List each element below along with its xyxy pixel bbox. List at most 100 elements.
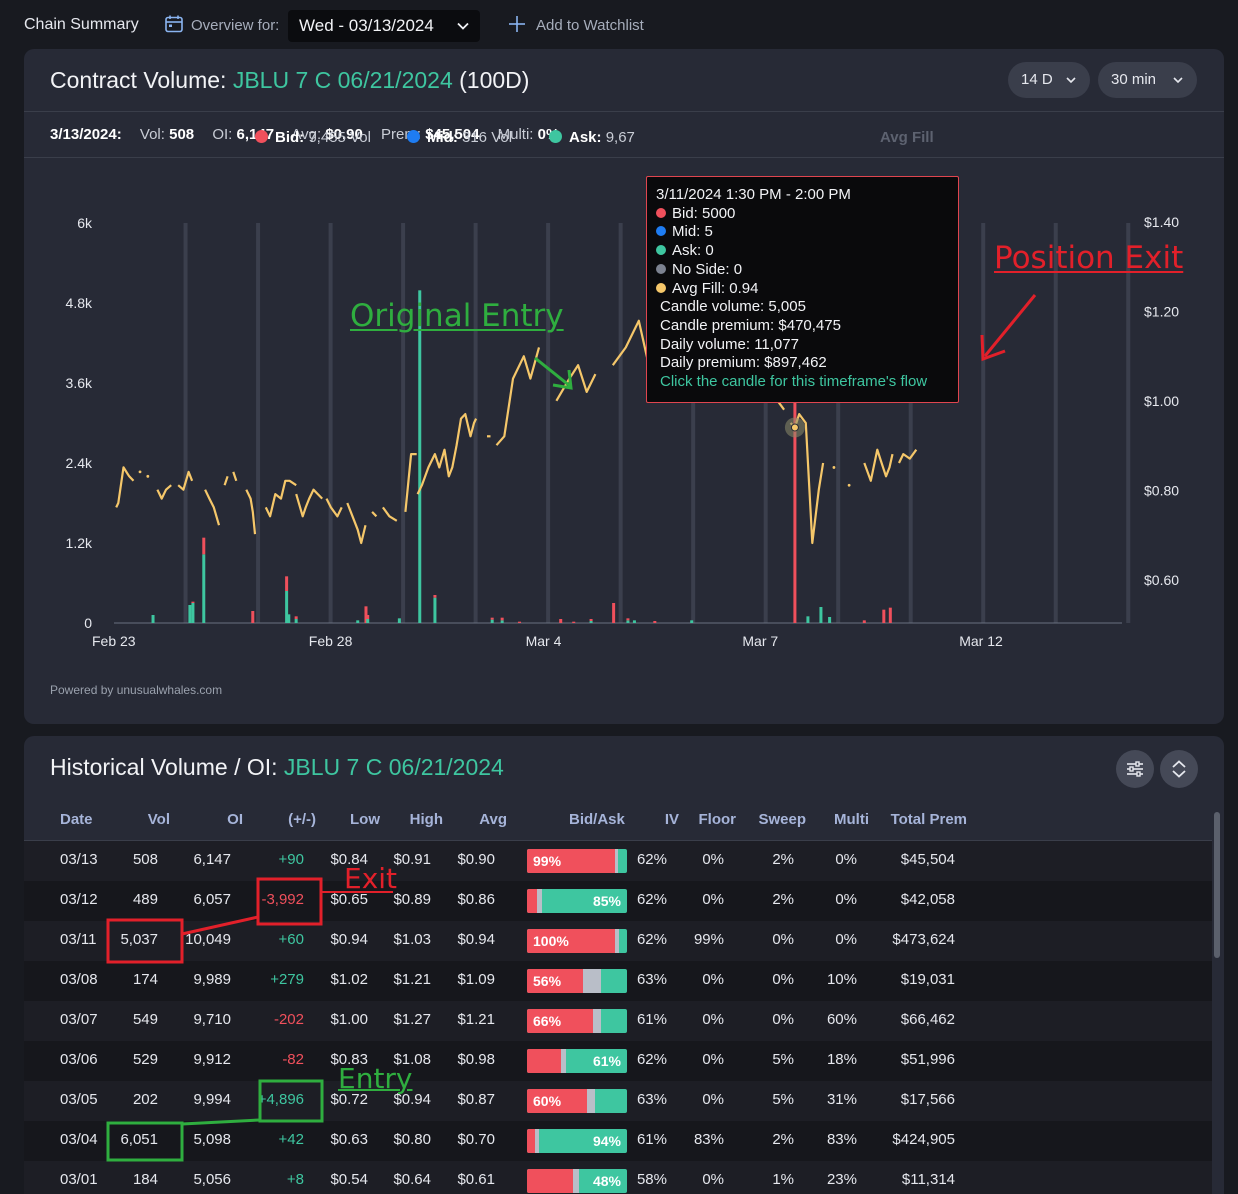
mid-dot-icon [656, 226, 666, 237]
col-change[interactable]: (+/-) [288, 811, 316, 828]
col-vol[interactable]: Vol [147, 811, 170, 828]
bid-ask-bar: 94% [527, 1129, 627, 1153]
range-select[interactable]: 14 D [1008, 62, 1090, 98]
avg-fill-point [832, 466, 836, 469]
add-to-watchlist-button[interactable]: Add to Watchlist [536, 17, 644, 34]
date-select[interactable]: Wed - 03/13/2024 [288, 10, 480, 42]
volume-chart[interactable]: 0 1.2k 2.4k 3.6k 4.8k 6k $0.60 $0.80 $1.00 $1.20 $… [24, 169, 1224, 689]
col-high[interactable]: High [409, 811, 443, 828]
cell-floor: 0% [702, 971, 724, 988]
bid-volume-bar [626, 618, 630, 621]
table-row[interactable]: 03/12 489 6,057 -3,992 $0.65 $0.89 $0.86 62% 0% 2… [24, 881, 1212, 921]
col-oi[interactable]: OI [227, 811, 243, 828]
cell-prem: $19,031 [900, 971, 955, 988]
col-iv[interactable]: IV [664, 811, 679, 828]
cell-sweep: 5% [772, 1051, 794, 1068]
scrollbar-thumb[interactable] [1214, 812, 1220, 958]
tooltip-flow-link[interactable]: Click the candle for this timeframe's fl… [660, 373, 928, 391]
avg-fill-line [177, 470, 194, 491]
session-band [981, 223, 986, 623]
session-band [546, 223, 551, 623]
col-total-prem[interactable]: Total Prem [890, 811, 967, 828]
y-left-tick-label: 0 [84, 615, 92, 631]
contract-link[interactable]: JBLU 7 C 06/21/2024 [232, 67, 453, 93]
expand-collapse-button[interactable] [1160, 750, 1198, 788]
ask-dot-icon [549, 130, 562, 143]
filter-settings-button[interactable] [1116, 750, 1154, 788]
historical-title-label: Historical Volume / OI: [50, 754, 278, 780]
bid-fill [527, 1089, 587, 1113]
bid-fill [527, 929, 615, 953]
col-floor[interactable]: Floor [698, 811, 737, 828]
col-low[interactable]: Low [350, 811, 380, 828]
bid-volume-bar [285, 576, 289, 591]
legend-avg-fill-label: Avg Fill [880, 129, 934, 146]
cell-sweep: 1% [772, 1171, 794, 1188]
col-sweep[interactable]: Sweep [758, 811, 806, 828]
table-row[interactable]: 03/04 6,051 5,098 +42 $0.63 $0.80 $0.70 61% 83% 2… [24, 1121, 1212, 1161]
cell-date: 03/13 [60, 851, 98, 868]
cell-chg: -202 [273, 1011, 304, 1028]
session-band [1126, 223, 1131, 623]
cell-oi: 10,049 [185, 931, 231, 948]
x-tick-label: Feb 23 [92, 633, 136, 649]
cell-date: 03/11 [60, 931, 97, 948]
table-row[interactable]: 03/01 184 5,056 +8 $0.54 $0.64 $0.61 58% 0% 1% 23%… [24, 1161, 1212, 1194]
historical-contract-link[interactable]: JBLU 7 C 06/21/2024 [283, 754, 504, 780]
table-row[interactable]: 03/13 508 6,147 +90 $0.84 $0.91 $0.90 62% 0% 2% 0%… [24, 841, 1212, 881]
no-side-dot-icon [656, 263, 666, 274]
legend-ask[interactable]: Ask: 9,67 [549, 129, 635, 146]
mid-fill [583, 969, 601, 993]
table-row[interactable]: 03/07 549 9,710 -202 $1.00 $1.27 $1.21 61% 0% 0% 6… [24, 1001, 1212, 1041]
mid-fill [593, 1009, 601, 1033]
bid-volume-bar [518, 621, 522, 623]
legend-bid[interactable]: Bid: 7,455 Vol [255, 129, 371, 146]
col-multi[interactable]: Multi [834, 811, 869, 828]
ask-volume-bar [490, 619, 494, 623]
cell-floor: 0% [702, 1011, 724, 1028]
plus-icon[interactable] [508, 15, 526, 33]
col-bid-ask[interactable]: Bid/Ask [569, 811, 625, 828]
col-date[interactable]: Date [60, 811, 93, 828]
table-row[interactable]: 03/08 174 9,989 +279 $1.02 $1.21 $1.09 63% 0% 0% 1… [24, 961, 1212, 1001]
session-band [618, 223, 623, 623]
tooltip-candle-volume: Candle volume: 5,005 [660, 298, 806, 316]
ask-volume-bar [366, 619, 370, 623]
col-avg[interactable]: Avg [479, 811, 507, 828]
calendar-icon[interactable] [164, 14, 184, 34]
ask-volume-bar [202, 554, 206, 623]
bid-volume-bar [202, 537, 206, 555]
bid-volume-bar [191, 601, 195, 603]
interval-select[interactable]: 30 min [1098, 62, 1197, 98]
chevron-down-icon [1173, 77, 1183, 84]
bid-ask-label: 85% [592, 893, 621, 909]
annotation-entry: Entry [338, 1062, 413, 1095]
cell-iv: 62% [636, 931, 667, 948]
session-band [328, 223, 333, 623]
avg-fill-line [416, 413, 478, 495]
table-row[interactable]: 03/05 202 9,994 +4,896 $0.72 $0.94 $0.87 63% 0% 5… [24, 1081, 1212, 1121]
cell-avg: $0.70 [457, 1131, 495, 1148]
cell-prem: $51,996 [900, 1051, 955, 1068]
highlight-point [790, 423, 799, 432]
legend-avg-fill[interactable]: Avg Fill [880, 129, 934, 146]
legend-mid[interactable]: Mid: 316 Vol [407, 129, 512, 146]
table-row[interactable]: 03/11 5,037 10,049 +60 $0.94 $1.03 $0.94 62% 99%… [24, 921, 1212, 961]
stats-prem: $45,504 [425, 126, 480, 143]
cell-high: $1.27 [393, 1011, 431, 1028]
cell-low: $0.65 [330, 891, 368, 908]
stats-multi-label: Multi: [497, 126, 534, 143]
bid-ask-bar: 61% [527, 1049, 627, 1073]
table-row[interactable]: 03/06 529 9,912 -82 $0.83 $1.08 $0.98 62% 0% 5% 18… [24, 1041, 1212, 1081]
bid-fill [527, 969, 583, 993]
cell-low: $0.94 [330, 931, 368, 948]
ask-volume-bar [626, 620, 630, 623]
chain-summary-tab[interactable]: Chain Summary [24, 16, 139, 33]
cell-vol: 6,051 [120, 1131, 158, 1148]
bid-fill [527, 849, 615, 873]
cell-iv: 61% [636, 1131, 667, 1148]
bid-volume-bar [862, 620, 866, 623]
bid-volume-bar [882, 609, 886, 623]
cell-multi: 0% [835, 851, 857, 868]
bid-volume-bar [366, 615, 370, 619]
